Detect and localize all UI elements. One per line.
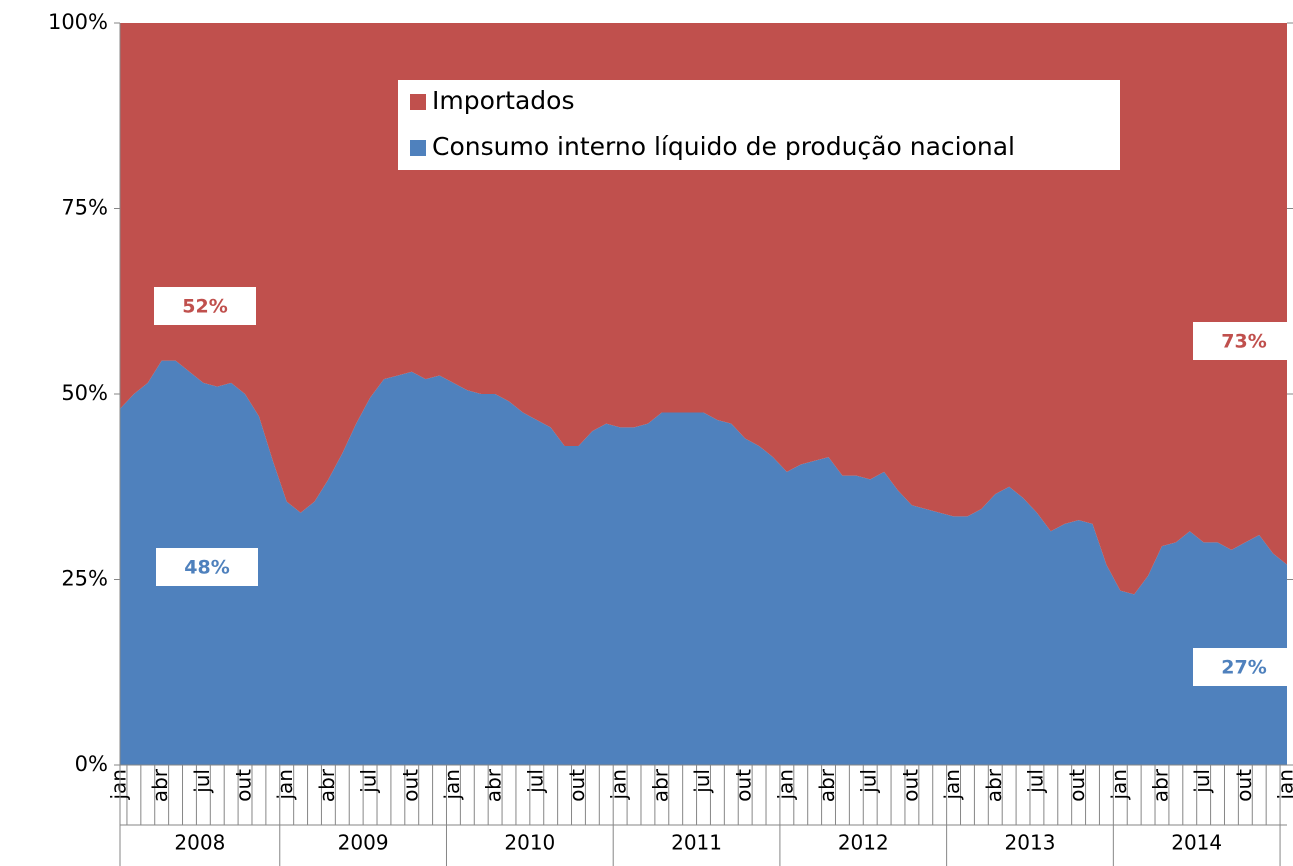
label-box [1193, 322, 1293, 360]
data-label: 27% [1221, 657, 1266, 679]
x-tick-label: out [732, 769, 756, 802]
x-tick-label: abr [315, 768, 339, 802]
year-label: 2010 [504, 831, 555, 855]
legend-swatch [410, 140, 426, 156]
x-tick-label: out [565, 769, 589, 802]
label-box [154, 287, 256, 325]
area [120, 360, 1287, 765]
x-tick-label: jan [607, 769, 631, 801]
x-tick-label: abr [1148, 768, 1172, 802]
x-tick-label: jul [357, 769, 381, 794]
x-tick-label: abr [982, 768, 1006, 802]
y-tick-label: 75% [61, 196, 108, 220]
x-tick-label: jan [1274, 769, 1293, 801]
year-label: 2011 [671, 831, 722, 855]
x-tick-label: jan [1107, 769, 1131, 801]
x-tick-label: abr [148, 768, 172, 802]
label-box [156, 548, 258, 586]
x-tick-label: out [1065, 769, 1089, 802]
y-tick-label: 0% [75, 752, 108, 776]
data-label: 48% [184, 557, 229, 579]
legend-label: Importados [432, 86, 574, 115]
x-tick-label: jan [440, 769, 464, 801]
legend-swatch [410, 94, 426, 110]
data-label: 52% [182, 296, 227, 318]
x-tick-label: abr [482, 768, 506, 802]
year-label: 2012 [838, 831, 889, 855]
x-tick-label: abr [815, 768, 839, 802]
x-tick-label: out [1232, 769, 1256, 802]
x-tick-label: jul [1023, 769, 1047, 794]
year-label: 2009 [338, 831, 389, 855]
y-tick-label: 25% [61, 567, 108, 591]
x-tick-label: jan [773, 769, 797, 801]
y-tick-label: 100% [48, 10, 108, 34]
year-label: 2013 [1005, 831, 1056, 855]
x-tick-label: jan [940, 769, 964, 801]
x-tick-label: jan [107, 769, 131, 801]
x-tick-label: jul [1190, 769, 1214, 794]
legend-label: Consumo interno líquido de produção naci… [432, 132, 1015, 161]
x-tick-label: out [398, 769, 422, 802]
year-label: 2008 [174, 831, 225, 855]
x-tick-label: jul [690, 769, 714, 794]
x-tick-label: abr [648, 768, 672, 802]
label-box [1193, 648, 1293, 686]
year-label: 2014 [1171, 831, 1222, 855]
x-tick-label: jul [190, 769, 214, 794]
legend-box [398, 80, 1120, 170]
x-tick-label: out [898, 769, 922, 802]
x-tick-label: jul [857, 769, 881, 794]
x-tick-label: out [232, 769, 256, 802]
x-tick-label: jul [523, 769, 547, 794]
data-label: 73% [1221, 331, 1266, 353]
x-tick-label: jan [273, 769, 297, 801]
y-tick-label: 50% [61, 381, 108, 405]
